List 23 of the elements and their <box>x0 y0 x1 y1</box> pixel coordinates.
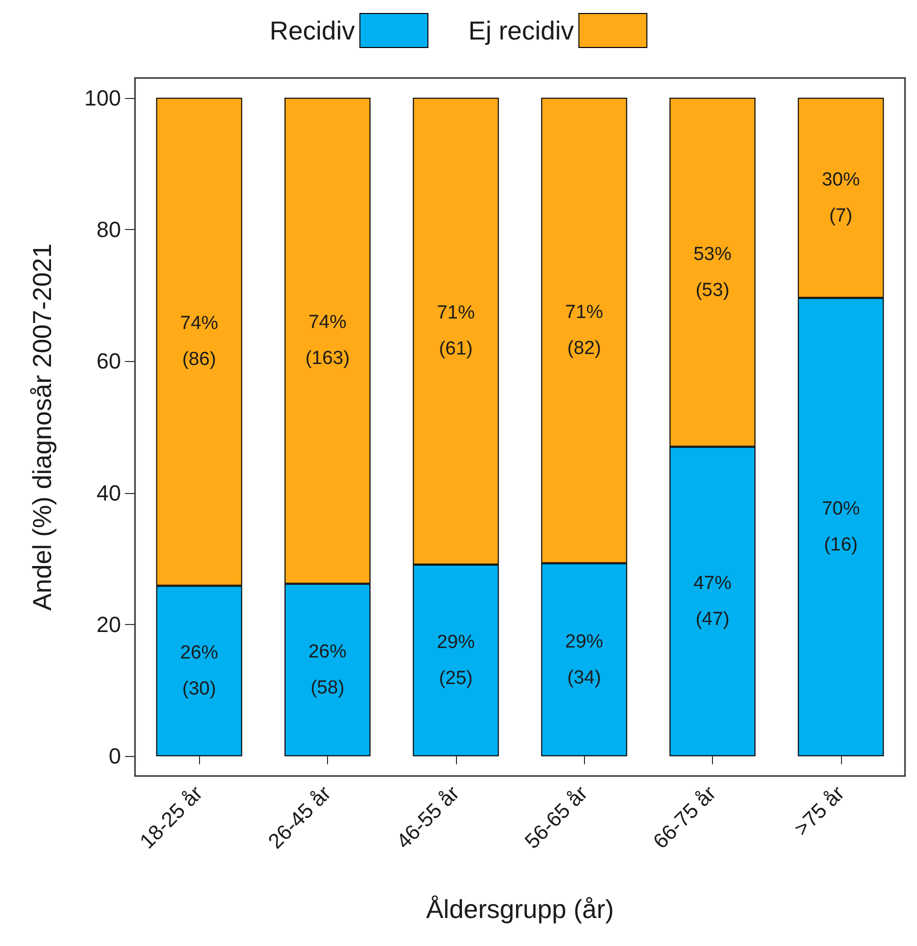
legend-label: Ej recidiv <box>468 16 574 46</box>
data-label: 29% (34) <box>565 631 604 688</box>
data-label: 71% (61) <box>436 302 475 360</box>
data-label: 70% (16) <box>822 498 860 556</box>
data-label: 74% (163) <box>305 312 350 370</box>
data-label: 71% (82) <box>565 302 604 360</box>
y-tick-label: 80 <box>96 216 121 242</box>
x-axis-title: Åldersgrupp (år) <box>426 894 614 924</box>
y-axis-title: Andel (%) diagnosår 2007-2021 <box>27 243 57 611</box>
legend-label: Recidiv <box>270 16 355 46</box>
y-tick-label: 20 <box>96 612 121 638</box>
data-label: 74% (86) <box>180 313 218 370</box>
y-tick-label: 0 <box>108 744 121 769</box>
y-tick-label: 40 <box>96 480 121 506</box>
y-tick-label: 100 <box>84 85 121 110</box>
y-tick-label: 60 <box>96 348 121 374</box>
data-label: 29% (25) <box>436 632 475 689</box>
data-label: 47% (47) <box>693 573 732 630</box>
data-label: 26% (58) <box>308 641 347 698</box>
x-tick-label: >75 år <box>790 782 849 841</box>
data-label: 53% (53) <box>693 244 732 301</box>
data-label: 30% (7) <box>822 169 860 226</box>
data-label: 26% (30) <box>180 642 218 700</box>
